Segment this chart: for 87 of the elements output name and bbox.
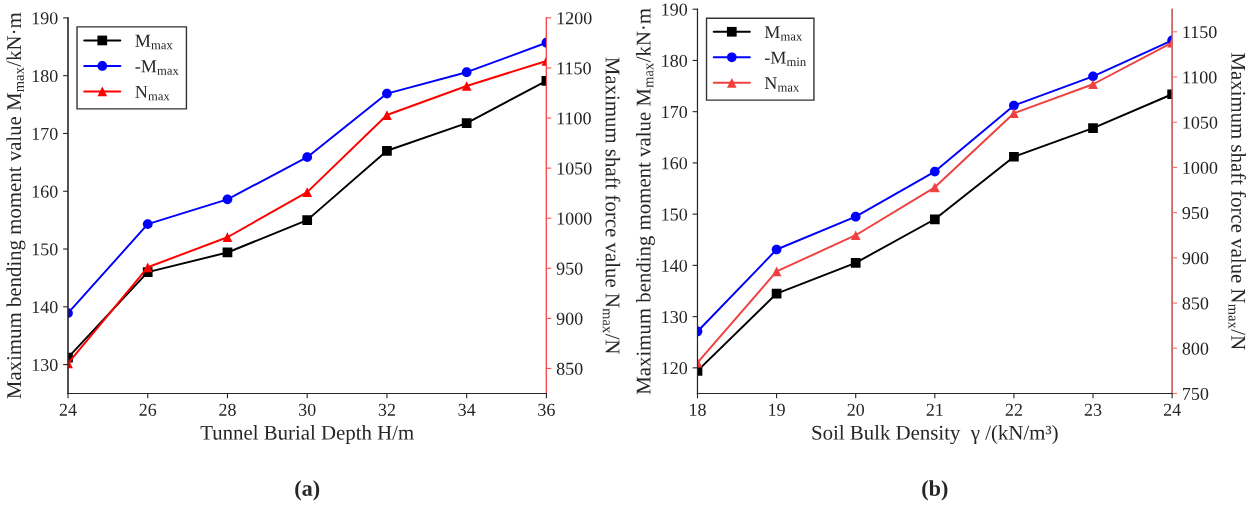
x-tick-label: 24 [59,403,77,416]
legend-label: N$_{max}$ [135,85,170,101]
y2-tick-label: 750 [1183,387,1209,400]
legend-label: M$_{max}$ [135,34,173,50]
point [142,219,153,230]
point [850,211,861,222]
point [142,262,153,273]
x-tick-label: 30 [299,403,316,416]
y2-tick-label: 1100 [557,112,591,125]
y-tick-label: 170 [32,127,58,140]
y-tick-label: 150 [32,243,58,256]
text: (b) [922,480,948,501]
y-tick-label: 180 [662,54,688,67]
point [1009,108,1019,119]
text: (a) [295,480,320,501]
x-tick-label: 21 [926,403,943,416]
y2-tick-label: 1100 [1183,71,1217,84]
legend-label: -M$_{max}$ [135,60,179,75]
y-tick-label: 190 [662,3,688,16]
point [302,187,313,198]
x-tick-label: 28 [219,403,236,416]
point [929,214,940,225]
point [850,230,861,241]
y2-tick-label: 1150 [557,62,591,75]
point [461,81,472,91]
point [1088,79,1098,90]
y-tick-label: 160 [662,157,688,170]
y-tick-label: 130 [32,358,58,372]
x-tick-label: 22 [1005,403,1022,416]
point [929,182,940,193]
y2-tick-label: 1000 [1183,161,1218,174]
x-tick-label: 23 [1084,403,1102,416]
y2-tick-label: 950 [1182,206,1209,220]
y-axis-title: Maximum bending moment value M$_{max}$/kN·m [6,12,26,399]
x-tick-label: 36 [538,403,555,416]
point [222,194,233,205]
y-tick-label: 130 [662,310,688,324]
y-tick-label: 150 [662,208,688,221]
y-tick-label: 190 [32,12,58,25]
x-tick-label: 26 [139,403,157,416]
point [382,110,392,120]
point [461,118,472,128]
point [1009,100,1019,111]
point [850,257,861,268]
y-axis-title: Maximum bending moment value M$_{max}$/kN·m [635,8,655,395]
y2-axis-title: Maximum shaft force value N$_{max}$/N [602,57,621,355]
point [1088,71,1098,82]
point [929,166,940,177]
point [771,244,782,255]
legend-label: -M$_{min}$ [764,51,806,66]
x-tick-label: 19 [769,403,785,416]
y-tick-label: 140 [32,301,58,314]
y2-tick-label: 950 [556,262,583,275]
x-tick-label: 32 [378,403,395,416]
y2-tick-label: 850 [556,362,583,375]
x-tick-label: 24 [1163,403,1181,416]
y2-tick-label: 900 [556,312,583,325]
legend-label: N$_{max}$ [764,77,800,92]
legend-label: M$_{max}$ [764,26,803,41]
x-axis-title: Soil Bulk Density γ /(kN/m³) [812,425,1058,445]
y2-tick-label: 1050 [1183,116,1218,129]
x-tick-label: 18 [690,403,706,416]
y-tick-label: 140 [662,259,688,272]
y-tick-label: 120 [662,362,688,375]
x-tick-label: 34 [458,403,476,416]
y2-tick-label: 900 [1182,252,1209,265]
point [461,67,472,78]
point [222,232,233,243]
y2-tick-label: 1200 [557,12,592,25]
y2-tick-label: 1000 [557,212,592,225]
point [771,266,782,277]
point [1088,123,1098,133]
y2-tick-label: 800 [1182,342,1209,355]
x-axis-title: Tunnel Burial Depth H/m [200,425,414,445]
y2-tick-label: 1150 [1183,26,1217,39]
y2-tick-label: 1050 [557,162,592,175]
y2-tick-label: 850 [1182,297,1209,310]
y-tick-label: 160 [32,185,58,198]
y-tick-label: 180 [32,69,58,83]
point [382,88,392,99]
y2-axis-title: Maximum shaft force value N$_{max}$/N [1228,53,1247,350]
point [302,215,313,225]
y-tick-label: 170 [662,105,688,119]
point [302,152,313,162]
point [1009,151,1019,162]
point [382,145,392,156]
x-tick-label: 20 [847,403,865,416]
